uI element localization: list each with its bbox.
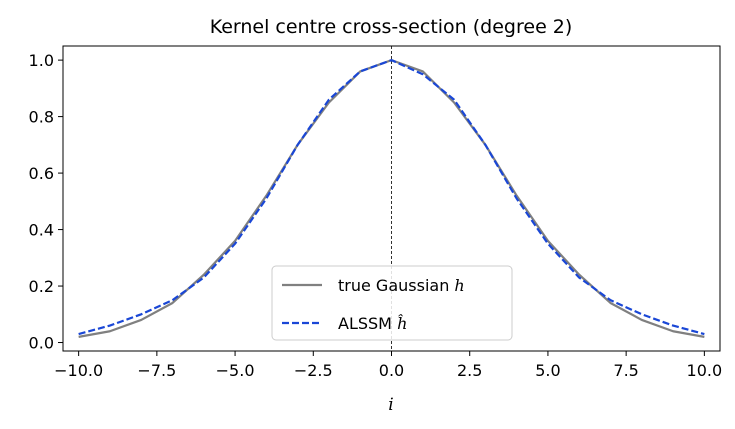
x-tick-label: −2.5: [294, 361, 333, 380]
legend-label-0: true Gaussian h: [338, 276, 465, 295]
y-tick-label: 1.0: [29, 51, 54, 70]
y-axis: 0.0 0.2 0.4 0.6 0.8 1.0: [29, 51, 63, 353]
x-tick-label: 0.0: [379, 361, 404, 380]
x-axis-label: i: [388, 395, 393, 415]
legend-box: [271, 265, 513, 341]
x-tick-label: 10.0: [687, 361, 723, 380]
series-line-1: [78, 59, 705, 336]
legend-label-math: ĥ: [397, 313, 407, 333]
legend-label-text: true Gaussian: [338, 276, 454, 295]
legend-label-1: ALSSM ĥ: [338, 313, 407, 333]
chart-title: Kernel centre cross-section (degree 2): [210, 16, 573, 38]
x-tick-label: 7.5: [613, 361, 638, 380]
x-tick-label: −10.0: [54, 361, 103, 380]
legend-label-text: ALSSM: [338, 314, 397, 333]
x-tick-label: 5.0: [535, 361, 560, 380]
x-axis: −10.0 −7.5 −5.0 −2.5 0.0 2.5 5.0 7.5 10.0: [54, 351, 722, 380]
y-tick-label: 0.2: [29, 277, 54, 296]
y-tick-label: 0.6: [29, 164, 54, 183]
legend-label-math: h: [454, 276, 464, 295]
x-tick-label: 2.5: [457, 361, 482, 380]
x-tick-label: −7.5: [137, 361, 176, 380]
y-tick-label: 0.4: [29, 221, 54, 240]
y-tick-label: 0.8: [29, 108, 54, 127]
x-tick-label: −5.0: [216, 361, 255, 380]
y-tick-label: 0.0: [29, 334, 54, 353]
legend: true Gaussian h ALSSM ĥ: [271, 265, 513, 341]
